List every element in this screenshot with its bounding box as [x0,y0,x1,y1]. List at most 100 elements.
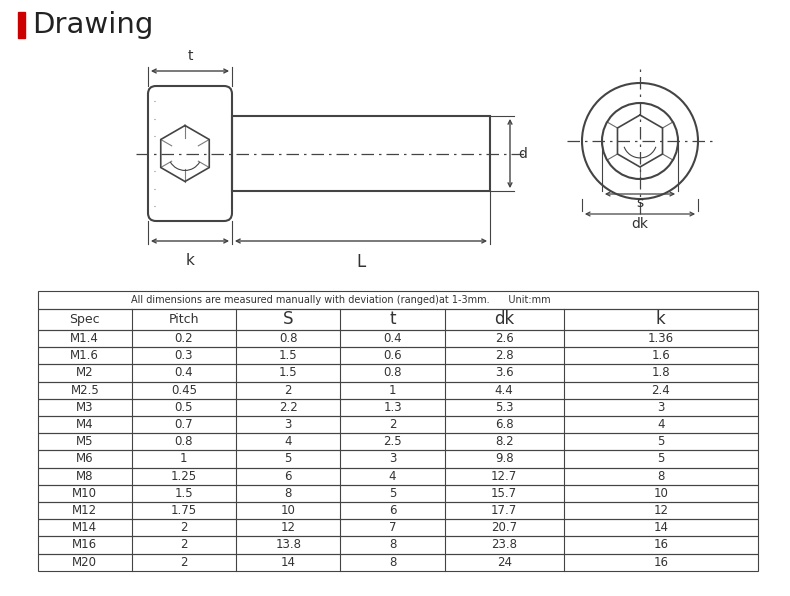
Text: 0.7: 0.7 [175,418,193,431]
Text: M16: M16 [72,539,97,551]
Text: 2.5: 2.5 [383,435,402,448]
Text: 12.7: 12.7 [491,470,517,483]
Text: M20: M20 [73,555,97,569]
Text: 1.6: 1.6 [652,349,670,362]
Text: 12: 12 [280,522,295,534]
Text: 14: 14 [280,555,295,569]
Text: 2: 2 [389,418,397,431]
Text: M2.5: M2.5 [70,384,100,397]
Bar [38,399,758,416]
Text: 12: 12 [653,504,668,517]
Text: 9.8: 9.8 [495,452,514,465]
Text: M12: M12 [72,504,97,517]
Text: 6.8: 6.8 [495,418,514,431]
Text: t: t [187,49,193,63]
Text: 5: 5 [284,452,292,465]
Text: 1.8: 1.8 [652,367,670,380]
Bar [38,291,758,309]
Text: dk: dk [494,311,514,328]
Text: 8: 8 [389,555,397,569]
Text: 0.4: 0.4 [175,367,193,380]
Bar [38,381,758,399]
Text: 5: 5 [657,435,664,448]
Text: 4: 4 [657,418,664,431]
Text: 0.8: 0.8 [383,367,402,380]
Text: 3: 3 [284,418,292,431]
Bar [38,519,758,536]
Text: 4: 4 [284,435,292,448]
Text: 0.8: 0.8 [175,435,193,448]
Text: s: s [637,196,644,210]
Bar [38,433,758,451]
Bar [38,485,758,502]
Text: M4: M4 [76,418,93,431]
Text: k: k [656,311,666,328]
Bar [38,502,758,519]
Text: 6: 6 [389,504,397,517]
Bar [38,347,758,364]
Text: 1.5: 1.5 [279,349,298,362]
Text: 15.7: 15.7 [491,487,517,500]
Text: 17.7: 17.7 [491,504,517,517]
Text: 1.3: 1.3 [383,401,402,414]
Text: 8: 8 [657,470,664,483]
Text: 2: 2 [284,384,292,397]
Text: M10: M10 [73,487,97,500]
Text: 1: 1 [389,384,397,397]
Text: 0.4: 0.4 [383,332,402,345]
Text: 1: 1 [180,452,187,465]
Text: M14: M14 [72,522,97,534]
Text: 5: 5 [657,452,664,465]
Bar [38,451,758,468]
Bar [38,416,758,433]
Text: 23.8: 23.8 [491,539,517,551]
Text: S: S [283,311,293,328]
Text: 0.6: 0.6 [383,349,402,362]
Text: 24: 24 [497,555,512,569]
Text: M1.4: M1.4 [70,332,100,345]
Bar [38,364,758,381]
Text: 8: 8 [284,487,292,500]
Bar [38,330,758,347]
Text: k: k [186,253,194,268]
Text: 1.75: 1.75 [171,504,197,517]
Text: 14: 14 [653,522,668,534]
Text: 1.36: 1.36 [648,332,674,345]
Bar [38,536,758,554]
Text: 5: 5 [389,487,397,500]
Text: 13.8: 13.8 [275,539,301,551]
Text: 2.2: 2.2 [279,401,298,414]
Text: M6: M6 [76,452,93,465]
Text: dk: dk [631,217,649,231]
Text: 0.5: 0.5 [175,401,193,414]
Text: 2.6: 2.6 [495,332,514,345]
Text: 2: 2 [180,539,187,551]
Text: 16: 16 [653,555,668,569]
Bar [18,12,25,38]
Text: 4: 4 [389,470,397,483]
Text: 20.7: 20.7 [491,522,517,534]
Text: 0.8: 0.8 [279,332,298,345]
Bar [38,468,758,485]
Text: M3: M3 [76,401,93,414]
Text: 5.3: 5.3 [495,401,514,414]
Text: 2.8: 2.8 [495,349,514,362]
Text: 2: 2 [180,555,187,569]
Text: 16: 16 [653,539,668,551]
Text: M5: M5 [76,435,93,448]
Text: 10: 10 [280,504,295,517]
Text: Drawing: Drawing [32,11,153,39]
Text: 2.4: 2.4 [652,384,670,397]
Text: 0.2: 0.2 [175,332,193,345]
Text: M1.6: M1.6 [70,349,100,362]
Text: 3: 3 [657,401,664,414]
Text: 1.5: 1.5 [175,487,193,500]
Text: 1.5: 1.5 [279,367,298,380]
Bar [38,554,758,571]
Text: 1.25: 1.25 [171,470,197,483]
Text: M2: M2 [76,367,93,380]
Text: t: t [389,311,396,328]
Bar [38,309,758,330]
Text: 4.4: 4.4 [495,384,514,397]
Text: 3.6: 3.6 [495,367,514,380]
